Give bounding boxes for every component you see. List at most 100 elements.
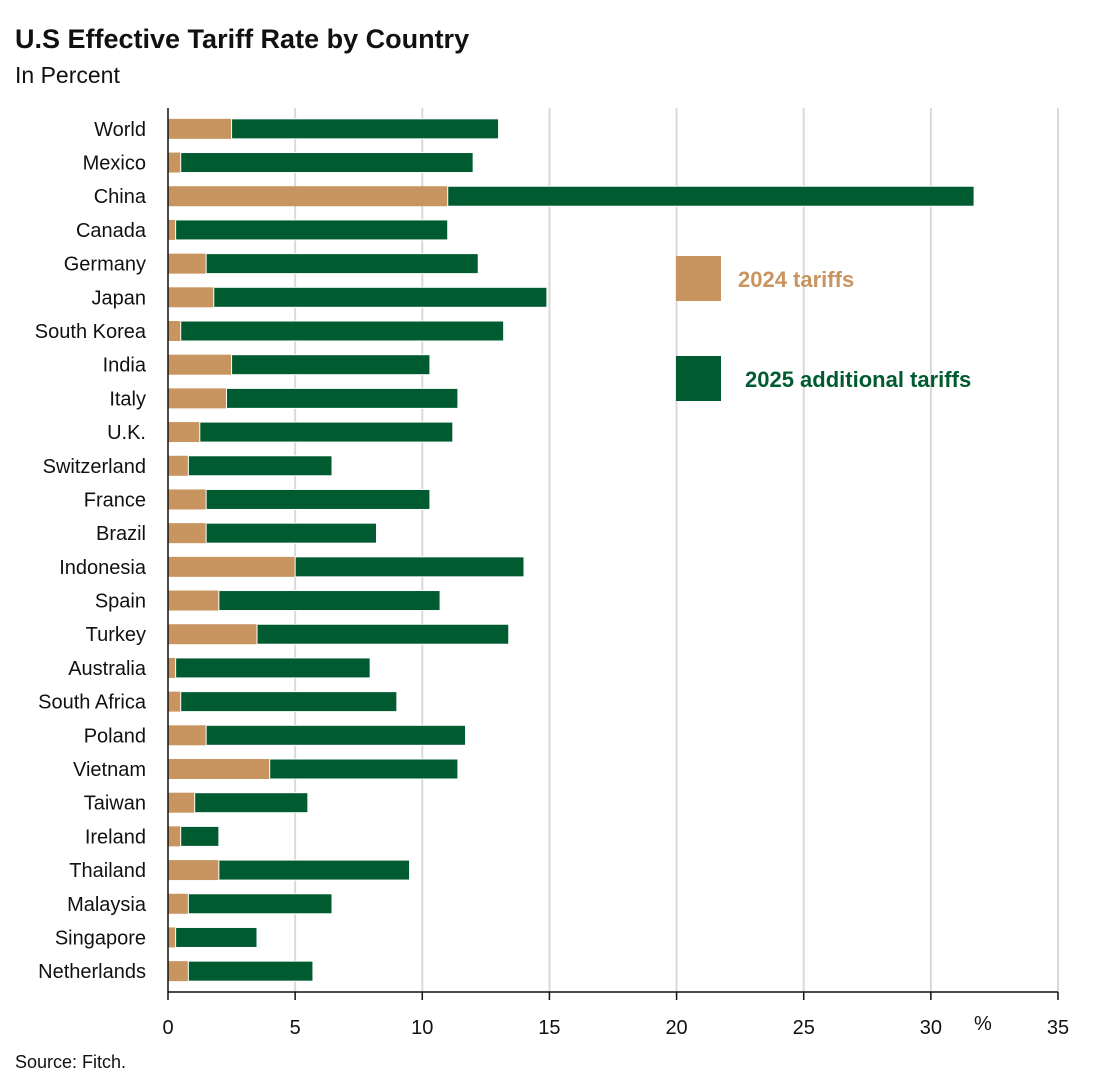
bar-2025-additional bbox=[213, 286, 548, 308]
bar-2024 bbox=[168, 927, 176, 948]
bar-2024 bbox=[168, 759, 270, 779]
x-tick-label: 20 bbox=[665, 1017, 687, 1039]
category-label: Ireland bbox=[85, 826, 146, 848]
bar-2025-additional bbox=[194, 792, 309, 814]
bar-2025-additional bbox=[269, 758, 459, 780]
bar-2024 bbox=[168, 961, 189, 982]
bar-2025-additional bbox=[205, 522, 378, 544]
bar-2025-additional bbox=[231, 118, 500, 140]
category-label: U.K. bbox=[107, 422, 146, 444]
bar-2024 bbox=[168, 691, 181, 712]
bar-2025-additional bbox=[231, 354, 431, 376]
category-label: Thailand bbox=[69, 860, 146, 882]
bar-2024 bbox=[168, 725, 207, 746]
category-label: Japan bbox=[92, 287, 147, 309]
bar-2025-additional bbox=[199, 421, 454, 443]
bar-2025-additional bbox=[225, 387, 459, 409]
category-label: Brazil bbox=[96, 523, 146, 545]
bar-2025-additional bbox=[187, 893, 333, 915]
category-label: Switzerland bbox=[43, 456, 146, 478]
bar-2025-additional bbox=[180, 825, 220, 847]
legend: 2024 tariffs 2025 additional tariffs bbox=[676, 256, 971, 401]
bar-2025-additional bbox=[175, 926, 258, 948]
bar-2024 bbox=[168, 152, 181, 173]
bar-2024 bbox=[168, 792, 195, 813]
chart-title: U.S Effective Tariff Rate by Country bbox=[15, 24, 469, 54]
category-label: Indonesia bbox=[59, 557, 147, 579]
bar-2024 bbox=[168, 118, 232, 139]
bar-2024 bbox=[168, 253, 207, 274]
bar-2024 bbox=[168, 860, 219, 881]
category-label: Germany bbox=[64, 254, 146, 276]
x-axis: 0 5 10 15 20 25 30 35 bbox=[162, 108, 1069, 1039]
category-label: Canada bbox=[76, 220, 147, 242]
category-label: South Africa bbox=[38, 692, 147, 714]
category-label: China bbox=[94, 186, 147, 208]
bar-2025-additional bbox=[205, 253, 479, 275]
bar-2024 bbox=[168, 826, 181, 847]
x-axis-unit-label: % bbox=[974, 1013, 992, 1035]
category-label: Netherlands bbox=[38, 961, 146, 983]
bar-2024 bbox=[168, 624, 257, 645]
bar-2024 bbox=[168, 186, 448, 207]
bar-2025-additional bbox=[180, 691, 398, 713]
x-tick-label: 30 bbox=[920, 1017, 942, 1039]
category-label: Singapore bbox=[55, 927, 146, 949]
category-label: Italy bbox=[109, 388, 146, 410]
bar-2025-additional bbox=[256, 623, 510, 645]
bar-2025-additional bbox=[218, 590, 441, 612]
bar-2024 bbox=[168, 657, 176, 678]
bar-2025-additional bbox=[187, 960, 314, 982]
bar-2025-additional bbox=[205, 488, 431, 510]
bar-2024 bbox=[168, 388, 227, 409]
bar-2024 bbox=[168, 523, 207, 544]
category-label: Malaysia bbox=[67, 894, 147, 916]
bar-2025-additional bbox=[218, 859, 411, 881]
bar-2024 bbox=[168, 354, 232, 375]
bar-2025-additional bbox=[187, 455, 333, 477]
category-label: Poland bbox=[84, 725, 146, 747]
x-tick-label: 0 bbox=[162, 1017, 173, 1039]
bar-2025-additional bbox=[447, 185, 975, 207]
bar-2025-additional bbox=[180, 320, 505, 342]
category-labels: World Mexico China Canada Germany Japan South … bbox=[35, 119, 147, 983]
x-tick-label: 10 bbox=[411, 1017, 433, 1039]
category-label: Taiwan bbox=[84, 793, 146, 815]
legend-label-2024: 2024 tariffs bbox=[738, 267, 854, 292]
legend-swatch-2024 bbox=[676, 256, 721, 301]
bar-2025-additional bbox=[180, 152, 474, 174]
category-label: South Korea bbox=[35, 321, 147, 343]
bar-2024 bbox=[168, 590, 219, 611]
bar-2025-additional bbox=[175, 219, 449, 241]
category-label: Mexico bbox=[83, 153, 146, 175]
bar-2024 bbox=[168, 556, 296, 577]
bar-2025-additional bbox=[205, 724, 467, 746]
category-label: Spain bbox=[95, 591, 146, 613]
bar-2024 bbox=[168, 455, 189, 476]
legend-swatch-2025 bbox=[676, 356, 721, 401]
category-label: India bbox=[103, 355, 147, 377]
bar-2025-additional bbox=[294, 556, 525, 578]
category-label: Vietnam bbox=[73, 759, 146, 781]
chart-subtitle: In Percent bbox=[15, 62, 120, 88]
x-tick-label: 5 bbox=[290, 1017, 301, 1039]
category-label: Turkey bbox=[86, 624, 146, 646]
bar-2024 bbox=[168, 489, 207, 510]
category-label: World bbox=[94, 119, 146, 141]
bar-2024 bbox=[168, 219, 176, 240]
x-tick-label: 35 bbox=[1047, 1017, 1069, 1039]
bar-2024 bbox=[168, 893, 189, 914]
x-tick-label: 25 bbox=[793, 1017, 815, 1039]
category-label: Australia bbox=[68, 658, 147, 680]
bar-2024 bbox=[168, 287, 214, 308]
legend-label-2025: 2025 additional tariffs bbox=[745, 367, 971, 392]
gridlines bbox=[294, 108, 1059, 992]
category-label: France bbox=[84, 489, 146, 511]
bars bbox=[168, 118, 975, 982]
bar-2024 bbox=[168, 321, 181, 341]
x-tick-label: 15 bbox=[538, 1017, 560, 1039]
bar-2024 bbox=[168, 422, 200, 443]
bar-2025-additional bbox=[175, 657, 371, 679]
source-note: Source: Fitch. bbox=[15, 1052, 126, 1072]
